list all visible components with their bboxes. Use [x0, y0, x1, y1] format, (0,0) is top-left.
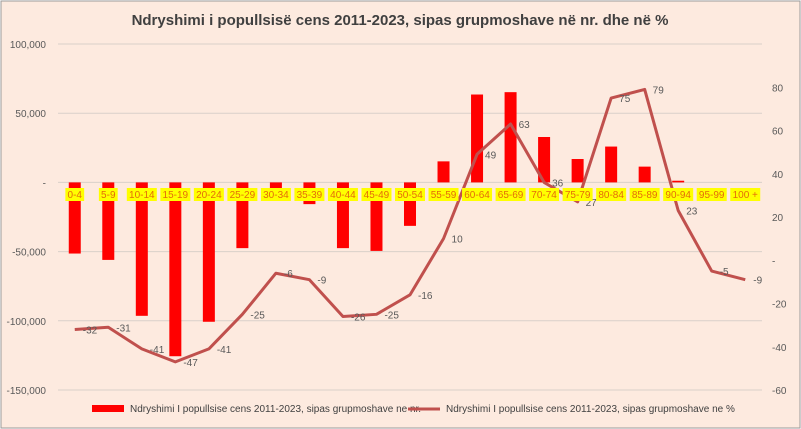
bar-30-34: [269, 182, 282, 190]
bar-20-24: [202, 182, 215, 322]
legend-bar-label: Ndryshimi I popullsise cens 2011-2023, s…: [130, 404, 421, 415]
category-label: 75-79: [565, 190, 591, 201]
line-data-label: 36: [552, 178, 564, 189]
line-data-label: -41: [217, 345, 232, 356]
line-data-label: 10: [452, 235, 464, 246]
category-label: 5-9: [101, 190, 116, 201]
category-highlight: [529, 188, 560, 201]
line-data-label: -16: [418, 291, 433, 302]
line-data-label: -25: [250, 310, 265, 321]
bar-5-9: [102, 182, 115, 260]
category-label: 45-49: [364, 190, 390, 201]
line-data-label: -41: [150, 345, 165, 356]
category-label: 15-19: [163, 190, 189, 201]
category-highlight: [227, 188, 258, 201]
bar-65-69: [504, 92, 517, 183]
line-data-label: -6: [284, 269, 293, 280]
right-tick-label: 80: [772, 83, 784, 94]
line-data-label: 79: [653, 85, 665, 96]
category-highlight: [562, 188, 593, 201]
right-tick-label: -40: [772, 343, 787, 354]
category-highlight: [160, 188, 191, 201]
category-highlight: [462, 188, 493, 201]
left-tick-label: 100,000: [10, 40, 47, 51]
left-tick-label: -: [43, 178, 46, 189]
line-data-label: -26: [351, 312, 366, 323]
bar-10-14: [135, 182, 148, 316]
line-data-label: 23: [686, 207, 698, 218]
category-label: 35-39: [297, 190, 323, 201]
legend: Ndryshimi I popullsise cens 2011-2023, s…: [92, 404, 735, 415]
category-label: 55-59: [431, 190, 457, 201]
category-highlight: [361, 188, 392, 201]
category-label: 65-69: [498, 190, 524, 201]
bar-70-74: [538, 137, 551, 183]
category-label: 50-54: [397, 190, 423, 201]
category-highlight: [730, 188, 761, 201]
category-highlight: [65, 188, 85, 201]
category-highlight: [395, 188, 425, 201]
category-label: 25-29: [230, 190, 256, 201]
category-label: 90-94: [665, 190, 691, 201]
category-highlight: [596, 188, 627, 201]
right-tick-label: -: [772, 256, 775, 267]
right-tick-label: 60: [772, 127, 784, 138]
category-label: 30-34: [263, 190, 289, 201]
legend-line-label: Ndryshimi I popullsise cens 2011-2023, s…: [446, 404, 735, 415]
line-data-label: -9: [317, 276, 326, 287]
right-tick-label: 20: [772, 213, 784, 224]
right-tick-label: -60: [772, 386, 787, 397]
right-tick-label: -20: [772, 300, 787, 311]
category-highlight: [193, 188, 224, 201]
line-data-label: 75: [619, 94, 631, 105]
legend-bar-swatch: [92, 405, 124, 412]
category-highlight: [294, 188, 325, 201]
bar-60-64: [471, 94, 484, 183]
category-label: 100 +: [733, 190, 758, 201]
line-data-label: -5: [720, 267, 729, 278]
category-highlight: [663, 188, 694, 201]
category-highlight: [126, 188, 157, 201]
line-data-label: 49: [485, 150, 497, 161]
category-highlight: [98, 188, 118, 201]
category-highlight: [495, 188, 526, 201]
category-label: 85-89: [632, 190, 658, 201]
category-label: 95-99: [699, 190, 725, 201]
category-highlight: [327, 188, 358, 201]
left-tick-label: -150,000: [7, 386, 47, 397]
category-label: 80-84: [598, 190, 624, 201]
line-data-label: -47: [183, 358, 198, 369]
left-tick-label: -50,000: [12, 248, 46, 259]
bar-75-79: [571, 159, 584, 183]
category-highlight: [629, 188, 660, 201]
category-label: 70-74: [531, 190, 557, 201]
line-data-label: -25: [384, 310, 399, 321]
category-label: 20-24: [196, 190, 222, 201]
category-label: 10-14: [129, 190, 155, 201]
left-tick-label: 50,000: [15, 109, 46, 120]
line-data-label: -31: [116, 323, 131, 334]
category-label: 60-64: [464, 190, 490, 201]
left-tick-label: -100,000: [7, 317, 47, 328]
chart-title: Ndryshimi i popullsisë cens 2011-2023, s…: [132, 12, 669, 29]
category-highlight: [260, 188, 291, 201]
category-label: 40-44: [330, 190, 356, 201]
bar-80-84: [605, 146, 618, 183]
bar-55-59: [437, 161, 450, 183]
bar-85-89: [638, 166, 651, 183]
bar-15-19: [169, 182, 182, 357]
category-highlight: [696, 188, 727, 201]
line-data-label: 63: [519, 120, 531, 131]
line-data-label: -9: [753, 276, 762, 287]
line-data-label: -32: [83, 325, 98, 336]
bar-90-94: [672, 180, 685, 183]
line-data-label: 27: [586, 198, 598, 209]
right-tick-label: 40: [772, 170, 784, 181]
category-label: 0-4: [68, 190, 83, 201]
category-highlight: [428, 188, 459, 201]
